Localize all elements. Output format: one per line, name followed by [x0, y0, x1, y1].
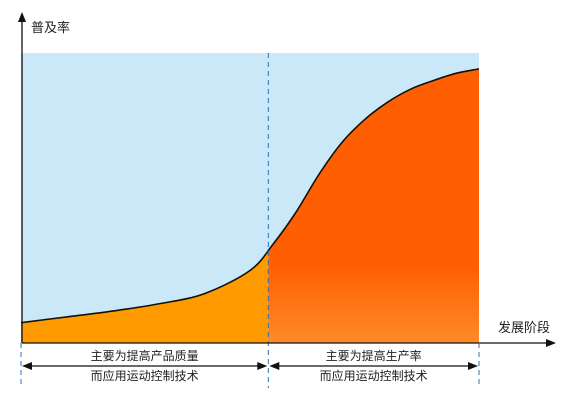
- phase1-line2-backdrop: [87, 368, 202, 383]
- adoption-curve-line: [20, 68, 480, 324]
- phase1-line1-backdrop: [87, 348, 202, 363]
- phase1-area: [21, 250, 269, 343]
- phase2-area: [268, 68, 479, 343]
- phase2-line1-backdrop: [322, 348, 425, 363]
- y-axis-arrow: [18, 12, 26, 22]
- phase1-label-line2: 而应用运动控制技术: [91, 368, 199, 383]
- x-axis-label: 发展阶段: [498, 320, 550, 336]
- phase2-label-line1: 主要为提高生产率: [326, 348, 422, 363]
- phase2-label-line2: 而应用运动控制技术: [320, 368, 428, 383]
- phase2-span-arrow-left: [269, 362, 280, 370]
- phase1-label-line1: 主要为提高产品质量: [91, 348, 199, 363]
- phase1-span-arrow-right: [257, 362, 268, 370]
- phase1-span-arrow-left: [22, 362, 32, 370]
- x-axis-arrow: [546, 339, 556, 347]
- y-axis-label: 普及率: [31, 20, 70, 36]
- phase2-span-arrow-right: [468, 362, 478, 370]
- phase2-line2-backdrop: [316, 368, 431, 383]
- phase-brackets: [20, 343, 480, 388]
